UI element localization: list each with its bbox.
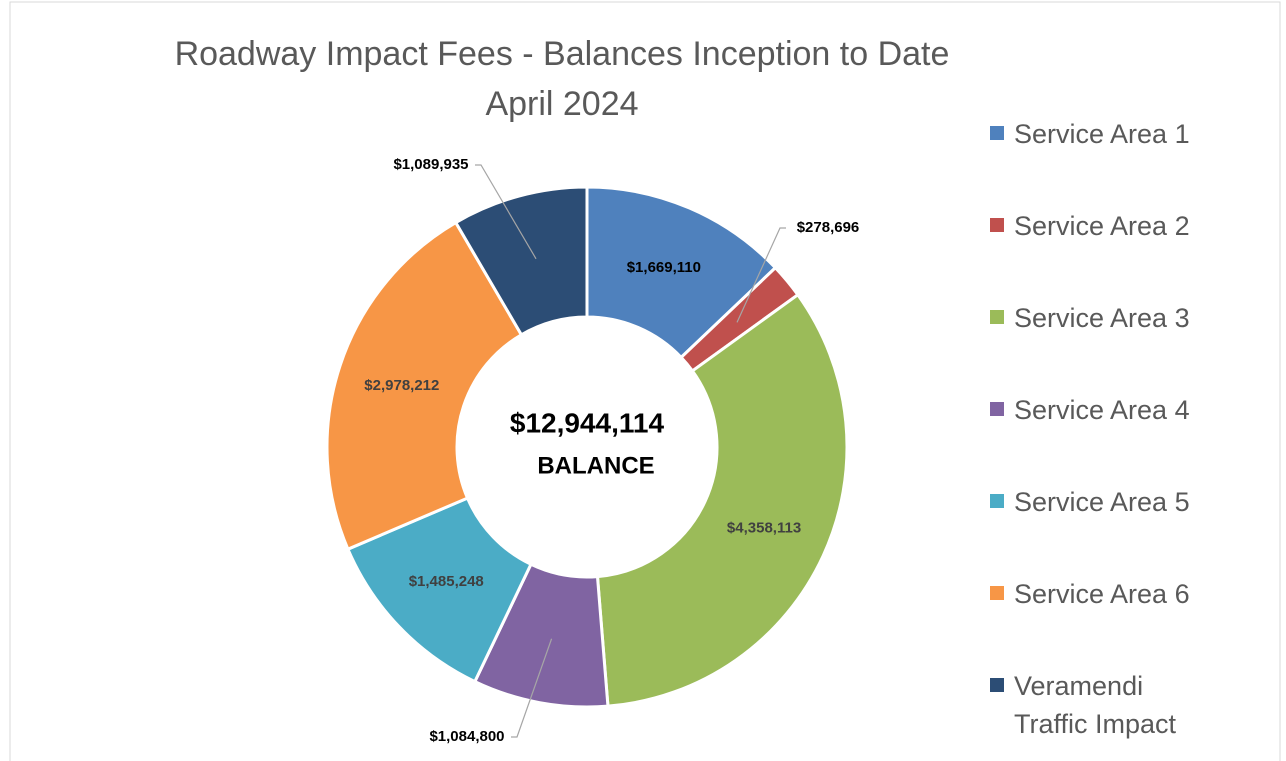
leader-line	[511, 638, 553, 738]
data-label: $4,358,113	[727, 520, 801, 537]
legend-label-box: Service Area 4	[1014, 395, 1190, 425]
legend-label: Service Area 6	[1014, 579, 1190, 609]
data-label: $1,669,110	[627, 259, 701, 276]
center-text: BALANCE	[537, 452, 654, 479]
legend-label: Service Area 1	[1014, 119, 1190, 149]
slice	[595, 292, 849, 708]
legend-swatch	[990, 310, 1004, 324]
legend-swatch	[990, 218, 1004, 232]
legend-label-box: Service Area 2	[1014, 211, 1190, 241]
leader-line	[736, 227, 786, 323]
legend-swatch	[990, 126, 1004, 140]
legend-label-box: Service Area 1	[1014, 119, 1190, 149]
legend-label-box: Service Area 3	[1014, 303, 1190, 333]
legend-label: Service Area 2	[1014, 211, 1190, 241]
data-label: $1,084,800	[429, 728, 504, 745]
legend-label: Service Area 3	[1014, 303, 1190, 333]
legend-swatch	[990, 678, 1004, 692]
data-label: $1,485,248	[409, 573, 484, 590]
data-label: $2,978,212	[364, 377, 439, 394]
data-label: $278,696	[797, 219, 860, 236]
center-value: $12,944,114	[510, 407, 665, 438]
legend-swatch	[990, 586, 1004, 600]
data-label: $1,089,935	[393, 156, 468, 173]
legend-swatch	[990, 494, 1004, 508]
legend-label: Veramendi Traffic Impact Fees	[1014, 671, 1177, 739]
leader-line	[475, 164, 537, 260]
donut	[325, 185, 849, 709]
slice	[453, 185, 589, 337]
legend: Service Area 1 Service Area 2 Service Area…	[990, 119, 1190, 739]
slice	[325, 220, 524, 552]
legend-label: Service Area 5	[1014, 487, 1190, 517]
legend-label: Service Area 4	[1014, 395, 1190, 425]
chart-title: Roadway Impact Fees - Balances Inception…	[175, 35, 950, 73]
legend-label-box: Service Area 6	[1014, 579, 1190, 609]
legend-label-box: Veramendi Traffic Impact Fees	[1014, 671, 1177, 739]
legend-label-box: Service Area 5	[1014, 487, 1190, 517]
chart-subtitle: April 2024	[485, 85, 638, 123]
legend-swatch	[990, 402, 1004, 416]
